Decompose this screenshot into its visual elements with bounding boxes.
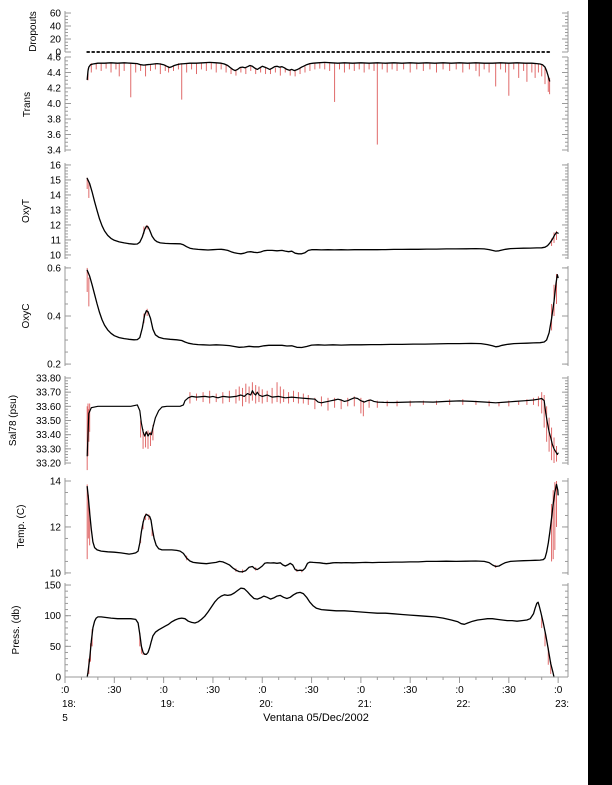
raw-spikes-temp — [86, 480, 557, 573]
plot-title: Ventana 05/Dec/2002 — [263, 712, 369, 724]
x-axis: :0 18: 5 :30 :0 19: :30 :0 20: :30 :0 21: :30 :0 22: :3… — [61, 676, 569, 724]
ytick-label: 4.2 — [47, 83, 61, 94]
xtick-day-label: 5 — [62, 713, 68, 724]
ytick-label: 20 — [50, 35, 62, 46]
xtick-minute-label: :0 — [159, 685, 168, 696]
series-trans — [86, 61, 551, 82]
raw-spikes-sal78 — [86, 382, 557, 471]
ytick-label: 10 — [50, 568, 62, 579]
ytick-label: 10 — [50, 250, 62, 261]
ytick-label: 33.80 — [36, 373, 61, 384]
ytick-label: 33.40 — [36, 430, 61, 441]
ytick-label: 3.6 — [47, 130, 61, 141]
xtick-minute-label: :0 — [61, 685, 70, 696]
ytick-label: 33.50 — [36, 416, 61, 427]
xtick-hour-label: 19: — [161, 699, 175, 710]
ytick-label: 15 — [50, 175, 62, 186]
series-oxyt — [86, 177, 559, 255]
ytick-label: 60 — [50, 9, 62, 20]
ytick-label: 4.4 — [47, 68, 61, 79]
ytick-label: 33.60 — [36, 402, 61, 413]
series-press — [86, 587, 555, 678]
xtick-minute-label: :0 — [554, 685, 563, 696]
ytick-label: 0 — [55, 673, 61, 684]
xtick-minute-label: :0 — [258, 685, 267, 696]
ytick-label: 40 — [50, 22, 62, 33]
series-oxyc — [86, 269, 559, 349]
ytick-label: 0.4 — [47, 312, 61, 323]
ytick-label: 12 — [50, 220, 62, 231]
xtick-minute-label: :30 — [403, 685, 417, 696]
xtick-minute-label: :30 — [107, 685, 121, 696]
panel-ylabel-press: Press. (db) — [11, 606, 22, 655]
ytick-label: 50 — [50, 642, 62, 653]
ytick-label: 14 — [50, 190, 62, 201]
xtick-hour-label: 21: — [358, 699, 372, 710]
ytick-label: 33.30 — [36, 444, 61, 455]
panel-sal78: 33.20 33.30 33.40 33.50 33.60 33.70 33.80 Sal78… — [8, 373, 569, 471]
panel-ylabel-dropouts: Dropouts — [28, 11, 39, 52]
panel-temp: 10 12 14 Temp. (C) — [16, 476, 569, 579]
series-temp — [86, 483, 559, 573]
ytick-label: 3.4 — [47, 145, 61, 156]
ytick-label: 150 — [44, 581, 61, 592]
panel-ylabel-trans: Trans — [22, 92, 33, 117]
ytick-label: 3.8 — [47, 114, 61, 125]
panel-ylabel-temp: Temp. (C) — [16, 505, 27, 549]
panel-dropouts: 0 20 40 60 Dropouts — [28, 9, 569, 59]
panel-oxyc: 0.2 0.4 0.6 OxyC — [21, 263, 569, 371]
raw-spikes-oxyt — [86, 177, 557, 246]
ytick-label: 4.0 — [47, 99, 61, 110]
ytick-label: 33.70 — [36, 388, 61, 399]
ytick-label: 11 — [51, 235, 62, 246]
xtick-minute-label: :0 — [455, 685, 464, 696]
raw-spikes-trans — [87, 62, 551, 145]
ytick-label: 100 — [44, 611, 61, 622]
xtick-hour-label: 23: — [555, 699, 569, 710]
xtick-minute-label: :30 — [305, 685, 319, 696]
ytick-label: 4.6 — [47, 53, 61, 64]
xtick-minute-label: :0 — [357, 685, 366, 696]
panel-trans: 3.4 3.6 3.8 4.0 4.2 4.4 4.6 Trans — [22, 53, 569, 156]
xtick-hour-label: 18: — [62, 699, 76, 710]
ytick-label: 0.6 — [47, 263, 61, 274]
panel-ylabel-oxyc: OxyC — [21, 304, 32, 329]
xtick-hour-label: 20: — [259, 699, 273, 710]
ytick-label: 16 — [50, 160, 62, 171]
raw-spikes-oxyc — [86, 267, 557, 331]
ytick-label: 0 — [55, 48, 61, 59]
ytick-label: 13 — [50, 205, 62, 216]
ytick-label: 12 — [50, 522, 62, 533]
raw-spikes-press — [88, 615, 552, 674]
xtick-hour-label: 22: — [457, 699, 471, 710]
panel-oxyt: 10 11 12 13 14 15 16 OxyT — [21, 160, 569, 261]
ytick-label: 0.2 — [47, 360, 61, 371]
panel-ylabel-sal78: Sal78 (psu) — [8, 395, 19, 446]
panel-ylabel-oxyt: OxyT — [21, 199, 32, 223]
ytick-label: 33.20 — [36, 459, 61, 470]
panel-press: 0 50 100 150 Press. (db) — [11, 581, 569, 684]
series-sal78 — [86, 390, 559, 457]
xtick-minute-label: :30 — [502, 685, 516, 696]
right-black-strip — [588, 0, 612, 785]
ytick-label: 14 — [50, 476, 62, 487]
xtick-minute-label: :30 — [206, 685, 220, 696]
